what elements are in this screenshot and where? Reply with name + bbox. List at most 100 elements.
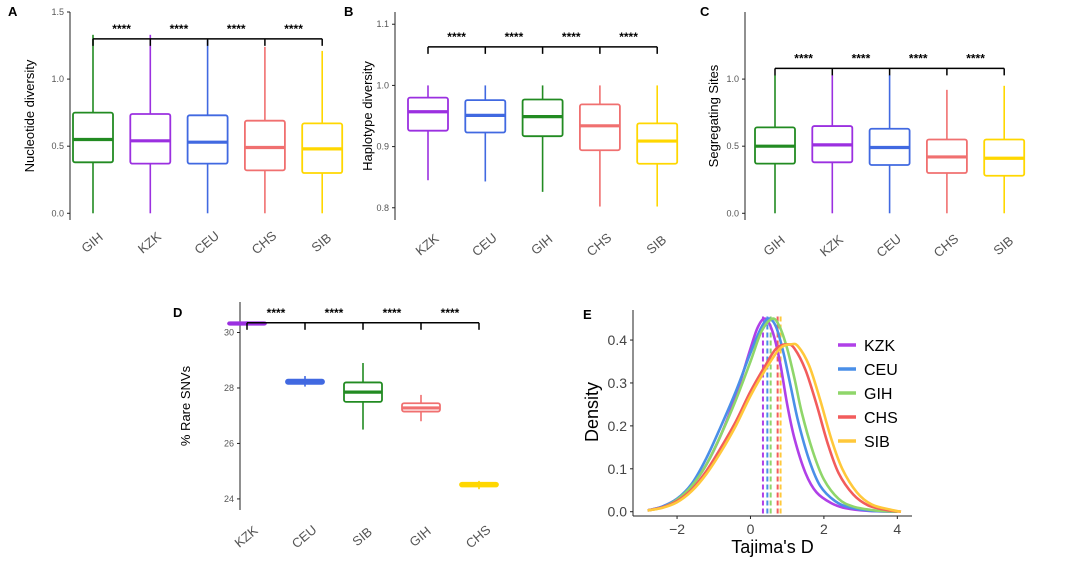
x-tick-label: −2 (669, 521, 685, 537)
panel-letter: B (344, 4, 353, 19)
significance-label: **** (170, 22, 189, 36)
y-tick-label: 1.0 (51, 74, 64, 84)
x-tick-label: GIH (528, 231, 555, 257)
x-tick-label: CEU (469, 230, 500, 259)
significance-label: **** (112, 22, 131, 36)
significance-label: **** (619, 30, 638, 44)
y-tick-label: 0.0 (51, 208, 64, 218)
significance-label: **** (562, 30, 581, 44)
density-curve-KZK (647, 317, 898, 514)
panel-E: E 0.0 0.1 0.2 0.3 0.4 −2 0 2 4 Tajima's D Density KZ… (582, 307, 912, 557)
y-tick-label: 30 (224, 328, 234, 338)
box-CHS (579, 85, 621, 207)
panel-D: D 24 26 28 30 % Rare SNVs KZK CEU SIB GIH CHS **** *… (173, 302, 499, 551)
y-tick-label: 0.1 (608, 461, 628, 477)
x-tick-label: GIH (406, 523, 433, 549)
legend-label: CHS (864, 410, 898, 427)
x-tick-label: CHS (249, 228, 280, 257)
significance-label: **** (325, 306, 344, 320)
box-SIB (343, 363, 383, 430)
box-body (186, 114, 229, 165)
panel-letter: D (173, 305, 182, 320)
box-body (72, 111, 114, 164)
legend-label: CEU (864, 362, 898, 379)
box-GIH (401, 394, 441, 422)
x-tick-label: 4 (893, 521, 901, 537)
panel-B: B 0.8 0.9 1.0 1.1 Haplotype diversity KZK CEU GI… (344, 4, 679, 259)
significance-label: **** (441, 306, 460, 320)
x-tick-label: 2 (820, 521, 828, 537)
panel-C: C 0.0 0.5 1.0 Segregating Sites GIH KZK CEU CHS S… (700, 4, 1026, 260)
x-tick-label: SIB (308, 230, 334, 255)
y-tick-label: 1.5 (51, 7, 64, 17)
x-tick-label: CEU (289, 522, 320, 551)
x-tick-label: KZK (413, 230, 442, 258)
y-tick-label: 0.8 (376, 203, 389, 213)
box-CEU (868, 75, 911, 214)
box-KZK (129, 34, 172, 214)
y-tick-label: 1.0 (376, 80, 389, 90)
box-KZK (811, 75, 854, 214)
box-CEU (285, 376, 325, 387)
y-axis-label: Nucleotide diversity (22, 59, 37, 172)
significance-label: **** (909, 51, 928, 65)
box-GIH (754, 75, 796, 214)
significance-label: **** (505, 30, 524, 44)
significance-label: **** (284, 22, 303, 36)
box-body (243, 119, 286, 172)
y-axis-label: Segregating Sites (706, 64, 721, 167)
box-GIH (72, 34, 114, 214)
density-curve-GIH (647, 317, 898, 514)
density-curve-CEU (647, 317, 898, 514)
x-tick-label: KZK (135, 228, 164, 256)
box-GIH (521, 85, 564, 192)
y-tick-label: 0.2 (608, 418, 628, 434)
y-axis-label: % Rare SNVs (178, 365, 193, 446)
y-tick-label: 28 (224, 383, 234, 393)
box-SIB (983, 85, 1026, 214)
y-tick-label: 0.3 (608, 375, 628, 391)
x-tick-label: KZK (817, 231, 846, 259)
x-tick-label: CHS (931, 231, 962, 260)
box-CEU (186, 40, 229, 214)
panel-letter: E (583, 307, 592, 322)
box-body (636, 122, 679, 165)
x-tick-label: SIB (643, 232, 669, 257)
box-CEU (464, 85, 507, 182)
y-tick-label: 1.1 (376, 19, 389, 29)
panel-A: A 0.0 0.5 1.0 1.5 Nucleotide diversity GIH KZK C… (8, 4, 344, 257)
legend-label: KZK (864, 338, 895, 355)
box-SIB (301, 50, 344, 214)
panel-letter: A (8, 4, 18, 19)
y-tick-label: 1.0 (726, 74, 739, 84)
significance-label: **** (267, 306, 286, 320)
x-tick-label: GIH (78, 229, 105, 255)
x-tick-label: SIB (990, 233, 1016, 258)
x-tick-label: 0 (747, 521, 755, 537)
significance-label: **** (852, 51, 871, 65)
y-axis-label: Density (582, 382, 602, 442)
significance-label: **** (966, 51, 985, 65)
y-tick-label: 0.0 (726, 208, 739, 218)
box-CHS (926, 89, 968, 214)
x-tick-label: CHS (463, 522, 494, 551)
x-axis-label: Tajima's D (731, 537, 813, 557)
box-body (129, 113, 172, 165)
y-tick-label: 0.0 (608, 504, 628, 520)
box-KZK (407, 85, 449, 181)
x-tick-label: CEU (873, 231, 904, 260)
x-tick-label: KZK (232, 522, 261, 550)
y-tick-label: 24 (224, 494, 234, 504)
y-tick-label: 0.5 (51, 141, 64, 151)
density-curve-SIB (647, 342, 902, 513)
significance-label: **** (227, 22, 246, 36)
box-CHS (243, 46, 286, 214)
panel-letter: C (700, 4, 710, 19)
y-tick-label: 0.9 (376, 142, 389, 152)
significance-label: **** (383, 306, 402, 320)
x-tick-label: GIH (760, 232, 787, 258)
legend-label: SIB (864, 434, 890, 451)
y-tick-label: 0.5 (726, 141, 739, 151)
box-SIB (636, 85, 679, 207)
